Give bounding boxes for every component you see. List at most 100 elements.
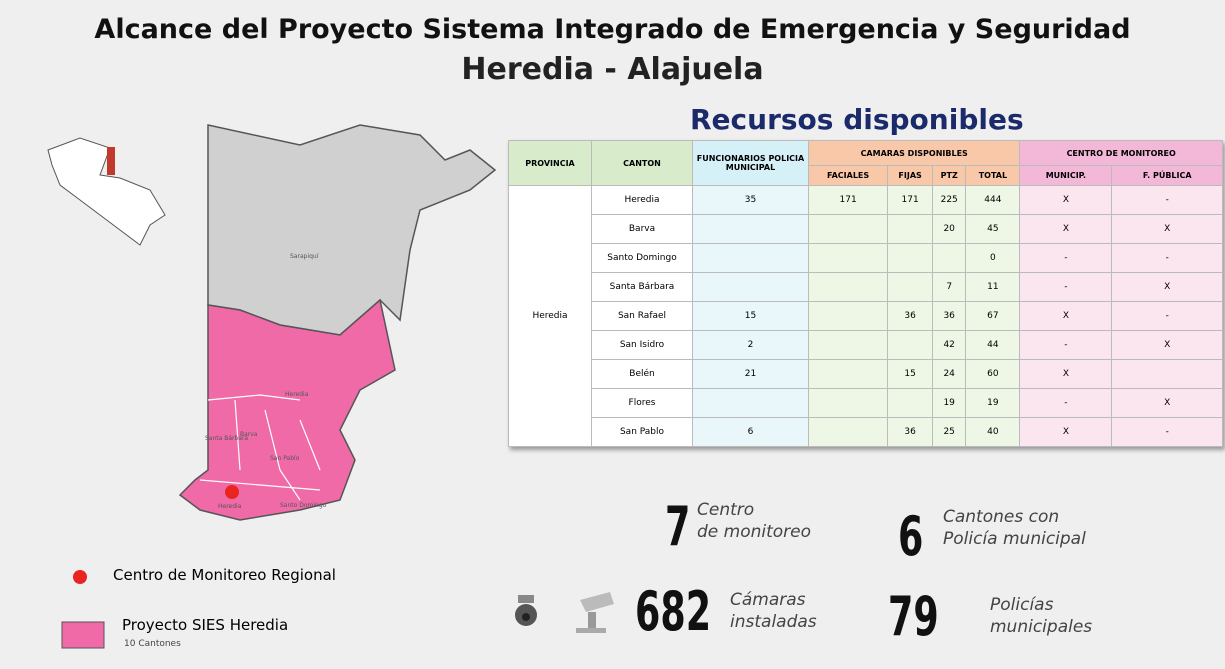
table-cell: 0 [965, 243, 1021, 273]
header-cell: MUNICIP. [1019, 165, 1113, 186]
legend-label: Proyecto SIES Heredia [122, 616, 289, 634]
header-cell: PROVINCIA [508, 140, 592, 186]
table-row: Santo Domingo 0- - [509, 243, 1223, 273]
region-highlight [107, 147, 115, 175]
resources-table: PROVINCIA CANTON FUNCIONARIOS POLICIA MU… [508, 140, 1223, 447]
provincia-cell: Heredia [508, 185, 592, 447]
table-cell [807, 272, 889, 302]
country-outline [47, 137, 166, 246]
monitoring-center [225, 485, 239, 499]
sarapiqui-area [207, 124, 497, 336]
map-label: Barva [240, 431, 258, 438]
table-cell: Barva [591, 214, 693, 244]
table-cell [807, 359, 889, 389]
table-row: San Pablo 6 36 25 40 X - [509, 417, 1223, 447]
table-row: San Isidro 2 42 44- X [509, 330, 1223, 360]
table-row: Santa Bárbara 7 11- X [509, 272, 1223, 302]
table-cell: San Rafael [591, 301, 693, 331]
stat-text: Centro [697, 500, 755, 520]
table-cell: X [1111, 330, 1223, 360]
table-cell [807, 330, 889, 360]
table-cell [692, 388, 809, 418]
header-cell: TOTAL [965, 165, 1021, 186]
table-cell: 40 [965, 417, 1021, 447]
stat-text: Policía municipal [943, 529, 1086, 549]
table-cell: 36 [887, 301, 933, 331]
table-cell: Flores [591, 388, 693, 418]
table-cell: 225 [931, 185, 967, 215]
legend-note: 10 Cantones [124, 639, 181, 649]
table-cell [807, 301, 889, 331]
table-cell [692, 214, 809, 244]
table-cell: 44 [965, 330, 1021, 360]
table-row: Belén 21 15 24 60 X [509, 359, 1223, 389]
table-cell [1111, 359, 1223, 389]
table-cell: - [1019, 330, 1113, 360]
table-cell: X [1019, 359, 1113, 389]
table-cell: - [1111, 185, 1223, 215]
table-cell: 15 [887, 359, 933, 389]
table-cell: - [1111, 417, 1223, 447]
table-cell: 25 [931, 417, 967, 447]
table-cell: - [1019, 243, 1113, 273]
header-cell: FUNCIONARIOS POLICIA MUNICIPAL [692, 140, 809, 186]
map-label: Heredia [218, 503, 242, 510]
table-cell: 42 [931, 330, 967, 360]
table-cell: Santo Domingo [591, 243, 693, 273]
sies-area [178, 298, 396, 521]
table-row: Barva 20 45 X X [509, 214, 1223, 244]
table-cell [931, 243, 967, 273]
header-cell: F. PÚBLICA [1111, 165, 1223, 186]
table-cell [692, 272, 809, 302]
stat-number: 79 [888, 585, 939, 648]
table-cell: San Isidro [591, 330, 693, 360]
table-cell [887, 388, 933, 418]
table-cell: Heredia [591, 185, 693, 215]
canton-borders [199, 394, 321, 501]
table-cell: X [1019, 185, 1113, 215]
stat-text: instaladas [730, 612, 817, 632]
header-cell: CAMARAS DISPONIBLES [807, 140, 1021, 166]
table-cell: X [1019, 417, 1113, 447]
header-cell: FIJAS [887, 165, 933, 186]
table-cell [807, 243, 889, 273]
stat-text: Cantones con [943, 507, 1060, 527]
map-label: Sarapiquí [290, 253, 319, 260]
table-cell: 21 [692, 359, 809, 389]
table-cell: 35 [692, 185, 809, 215]
header-cell: CANTON [591, 140, 693, 186]
table-cell: 171 [807, 185, 889, 215]
table-cell: 19 [931, 388, 967, 418]
table-cell: 171 [887, 185, 933, 215]
table-row: San Rafael 15 36 36 67 X - [509, 301, 1223, 331]
table-cell: 15 [692, 301, 809, 331]
table-cell: 60 [965, 359, 1021, 389]
table-cell: 24 [931, 359, 967, 389]
table-cell [692, 243, 809, 273]
table-cell: 19 [965, 388, 1021, 418]
table-cell: 444 [965, 185, 1021, 215]
table-cell [887, 243, 933, 273]
header-cell: PTZ [931, 165, 967, 186]
table-cell: Belén [591, 359, 693, 389]
table-cell: X [1111, 272, 1223, 302]
map-label: Santo Domingo [280, 502, 327, 509]
table-row: Heredia Heredia 35 171 171 225 444 X - [508, 185, 1223, 447]
table-title: Recursos disponibles [690, 103, 1024, 136]
table-cell: - [1111, 243, 1223, 273]
table-cell: X [1111, 214, 1223, 244]
map-label: Santa Bárbara [205, 435, 248, 442]
camera-icons [515, 592, 614, 633]
table-cell: X [1019, 214, 1113, 244]
stat-text: de monitoreo [697, 522, 812, 542]
table-row: Flores 19 19- X [509, 388, 1223, 418]
table-cell: 67 [965, 301, 1021, 331]
table-cell: San Pablo [591, 417, 693, 447]
table-cell: 6 [692, 417, 809, 447]
map-label: Heredia [285, 391, 309, 398]
table-cell [807, 417, 889, 447]
table-cell: 20 [931, 214, 967, 244]
stat-text: Cámaras [730, 590, 806, 610]
